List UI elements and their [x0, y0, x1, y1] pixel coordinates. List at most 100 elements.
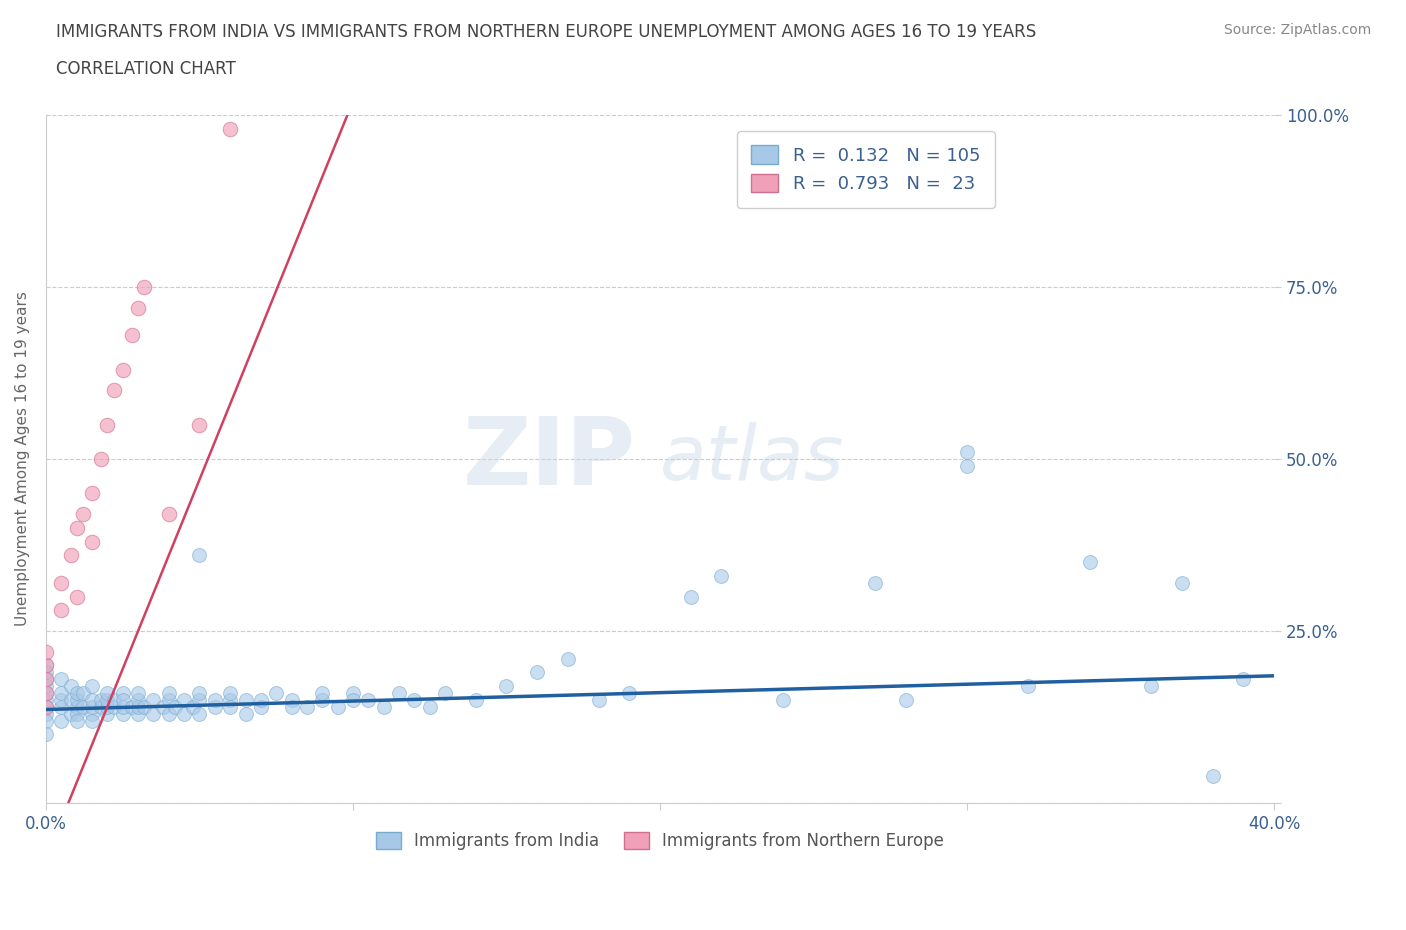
Point — [219, 699, 242, 714]
Point — [134, 699, 156, 714]
Point — [35, 706, 58, 721]
Point — [619, 685, 641, 700]
Point — [235, 706, 257, 721]
Point — [35, 671, 58, 686]
Point — [121, 699, 143, 714]
Point — [66, 590, 89, 604]
Point — [127, 699, 149, 714]
Point — [419, 699, 441, 714]
Point — [142, 693, 165, 708]
Point — [679, 590, 702, 604]
Point — [772, 693, 794, 708]
Point — [35, 713, 58, 728]
Point — [311, 693, 333, 708]
Point — [157, 706, 180, 721]
Point — [526, 665, 548, 680]
Point — [388, 685, 411, 700]
Point — [357, 693, 380, 708]
Point — [326, 699, 349, 714]
Point — [96, 418, 118, 432]
Point — [142, 706, 165, 721]
Point — [35, 693, 58, 708]
Point — [59, 548, 82, 563]
Text: IMMIGRANTS FROM INDIA VS IMMIGRANTS FROM NORTHERN EUROPE UNEMPLOYMENT AMONG AGES: IMMIGRANTS FROM INDIA VS IMMIGRANTS FROM… — [56, 23, 1036, 41]
Point — [1171, 576, 1194, 591]
Y-axis label: Unemployment Among Ages 16 to 19 years: Unemployment Among Ages 16 to 19 years — [15, 292, 30, 627]
Point — [51, 699, 73, 714]
Point — [35, 644, 58, 659]
Point — [311, 685, 333, 700]
Point — [96, 693, 118, 708]
Point — [557, 651, 579, 666]
Point — [127, 693, 149, 708]
Point — [188, 693, 211, 708]
Point — [280, 693, 302, 708]
Point — [219, 121, 242, 136]
Point — [157, 685, 180, 700]
Point — [111, 699, 134, 714]
Point — [295, 699, 318, 714]
Text: Source: ZipAtlas.com: Source: ZipAtlas.com — [1223, 23, 1371, 37]
Point — [96, 685, 118, 700]
Point — [373, 699, 395, 714]
Point — [80, 693, 103, 708]
Point — [90, 699, 112, 714]
Point — [204, 699, 226, 714]
Point — [894, 693, 917, 708]
Point — [956, 458, 979, 473]
Point — [163, 699, 186, 714]
Point — [588, 693, 610, 708]
Point — [90, 452, 112, 467]
Point — [280, 699, 302, 714]
Point — [464, 693, 486, 708]
Point — [863, 576, 886, 591]
Point — [59, 706, 82, 721]
Point — [188, 706, 211, 721]
Point — [35, 699, 58, 714]
Point — [66, 693, 89, 708]
Point — [495, 679, 517, 694]
Point — [111, 693, 134, 708]
Point — [66, 699, 89, 714]
Point — [35, 699, 58, 714]
Point — [72, 685, 94, 700]
Point — [173, 693, 195, 708]
Point — [35, 685, 58, 700]
Point — [80, 699, 103, 714]
Point — [111, 685, 134, 700]
Point — [35, 665, 58, 680]
Point — [342, 685, 364, 700]
Point — [66, 521, 89, 536]
Point — [188, 418, 211, 432]
Point — [111, 706, 134, 721]
Legend: Immigrants from India, Immigrants from Northern Europe: Immigrants from India, Immigrants from N… — [368, 825, 950, 857]
Point — [188, 685, 211, 700]
Point — [127, 706, 149, 721]
Point — [51, 713, 73, 728]
Point — [51, 603, 73, 618]
Point — [434, 685, 457, 700]
Point — [710, 568, 733, 583]
Point — [72, 507, 94, 522]
Point — [66, 706, 89, 721]
Point — [1201, 768, 1223, 783]
Point — [134, 280, 156, 295]
Point — [956, 445, 979, 459]
Point — [173, 706, 195, 721]
Point — [250, 699, 273, 714]
Point — [35, 679, 58, 694]
Point — [80, 486, 103, 501]
Point — [35, 727, 58, 742]
Point — [96, 699, 118, 714]
Point — [157, 507, 180, 522]
Point — [51, 671, 73, 686]
Point — [219, 693, 242, 708]
Point — [1078, 555, 1101, 570]
Point — [121, 327, 143, 342]
Point — [35, 658, 58, 673]
Text: CORRELATION CHART: CORRELATION CHART — [56, 60, 236, 78]
Point — [1140, 679, 1163, 694]
Point — [66, 685, 89, 700]
Point — [59, 679, 82, 694]
Point — [1232, 671, 1254, 686]
